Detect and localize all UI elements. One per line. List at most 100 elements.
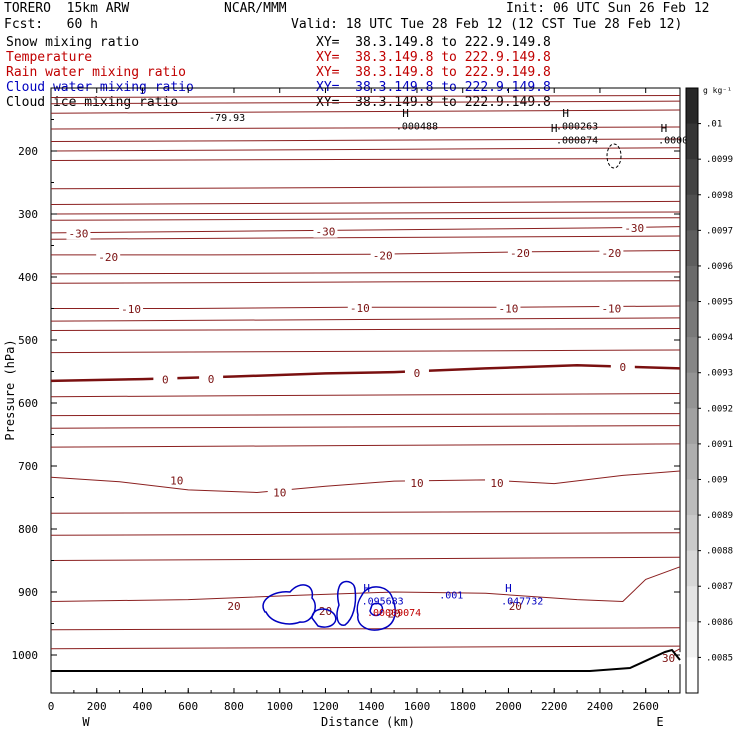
legend-snow-xy: XY= 38.3.149.8 to 222.9.149.8 (316, 35, 551, 50)
isotherm-label-bg (485, 477, 510, 490)
colorbar-frame (685, 87, 699, 694)
legend-rain-label: Rain water mixing ratio (6, 65, 187, 80)
colorbar-label: .0099 (706, 155, 733, 165)
colorbar-label: .01 (706, 120, 722, 130)
colorbar-swatch (686, 550, 698, 587)
isotherm-label: 0 (162, 374, 169, 387)
isotherm-label: 20 (319, 605, 332, 618)
isotherm-label-bg (382, 607, 407, 620)
isotherm-label-bg (313, 604, 338, 617)
background-isotherm (50, 126, 681, 130)
x-tick-label: 1400 (358, 700, 385, 713)
background-isotherm (50, 317, 681, 322)
isotherm-label: -10 (601, 303, 621, 316)
colorbar-swatch (686, 265, 698, 303)
background-isotherm (50, 109, 681, 114)
background-isotherm (50, 217, 681, 221)
extremum-label: H (402, 107, 409, 120)
y-tick-label: 200 (18, 145, 38, 158)
x-axis-label: Distance (km) (321, 715, 415, 729)
extremum-label: .095683 (362, 597, 404, 608)
isotherm-label-bg (610, 361, 635, 374)
isotherm-label-bg (347, 301, 372, 314)
background-isotherm (50, 532, 681, 536)
cloud-water-contour (369, 602, 384, 617)
x-axis-east-label: E (656, 715, 663, 729)
y-axis-label: Pressure (hPa) (3, 339, 17, 440)
colorbar-swatch (686, 88, 698, 125)
isotherm-label-bg (221, 599, 246, 612)
isotherm-label-bg (370, 249, 395, 262)
isotherm-label-bg (119, 303, 144, 316)
isotherm-label: 0 (414, 367, 421, 380)
legend-rain-xy: XY= 38.3.149.8 to 222.9.149.8 (316, 65, 551, 80)
x-tick-label: 1800 (449, 700, 476, 713)
extremum-label: H (562, 107, 569, 120)
background-isotherm (50, 280, 681, 284)
x-tick-label: 0 (48, 700, 55, 713)
isotherm-line-10 (50, 470, 681, 494)
isotherm-label-bg (404, 477, 429, 490)
y-tick-label: 700 (18, 460, 38, 473)
extremum-label: .000874 (556, 135, 598, 146)
y-tick-label: 1000 (12, 649, 39, 662)
x-axis-west-label: W (82, 715, 90, 729)
legend-temperature-xy: XY= 38.3.149.8 to 222.9.149.8 (316, 50, 551, 65)
isotherm-label-bg (599, 247, 624, 260)
y-tick-label: 600 (18, 397, 38, 410)
cloud-water-contours (262, 580, 396, 631)
colorbar-label: .0085 (706, 653, 733, 663)
isotherm-label: -10 (350, 302, 370, 315)
colorbar-swatch (686, 586, 698, 623)
y-tick-label: 500 (18, 334, 38, 347)
isotherm-line-20 (50, 566, 681, 603)
extremum-label: H (363, 582, 370, 595)
forecast-hour: Fcst: 60 h (4, 17, 98, 32)
colorbar-label: .0088 (706, 547, 733, 557)
y-tick-label: 800 (18, 523, 38, 536)
isotherm-label: -30 (316, 226, 336, 239)
extremum-label: .000263 (556, 122, 598, 133)
y-tick-label: 300 (18, 208, 38, 221)
isotherm-label: -30 (69, 228, 89, 241)
background-isotherm (50, 94, 681, 98)
colorbar-label: .0097 (706, 226, 733, 236)
background-isotherm (50, 349, 681, 354)
cloud-water-contour (311, 608, 337, 628)
background-isotherm (50, 271, 681, 275)
colorbar-label: .0095 (706, 298, 733, 308)
isotherm-label-bg (66, 227, 91, 240)
isotherm-label: 10 (490, 477, 503, 490)
cloud-water-contour (356, 586, 396, 631)
isotherm-label: 10 (170, 474, 183, 487)
x-tick-label: 200 (87, 700, 107, 713)
isotherm-label: -20 (373, 250, 393, 263)
isotherm-line--20 (51, 250, 681, 256)
isotherm-label: -10 (499, 303, 519, 316)
y-tick-label: 400 (18, 271, 38, 284)
x-tick-label: 2000 (495, 700, 522, 713)
isotherm-label-bg (164, 474, 189, 487)
isotherm-label-bg (622, 221, 647, 234)
x-tick-label: 400 (133, 700, 153, 713)
colorbar-swatch (686, 443, 698, 480)
background-isotherm (50, 328, 681, 332)
colorbar-label: .0098 (706, 191, 733, 201)
extrema-layer: -79.93 H.000488H.000263H.000874H.0000H.09… (209, 107, 688, 619)
isotherm-label: -20 (98, 251, 118, 264)
colorbar-label: .0091 (706, 440, 733, 450)
background-isotherm (50, 443, 681, 448)
init-time: Init: 06 UTC Sun 26 Feb 12 (506, 1, 710, 16)
isotherm-label-bg (507, 247, 532, 260)
colorbar-swatch (686, 621, 698, 658)
colorbar-label: .0092 (706, 404, 733, 414)
x-tick-label: 2600 (632, 700, 659, 713)
colorbar-swatch (686, 657, 698, 694)
background-isotherm (50, 138, 681, 143)
colorbar: .01 .0099 .0098 .0097 .0096 .0095 .0094 .0093 .0… (685, 87, 733, 694)
isotherm-label: 30 (662, 652, 675, 665)
legend-cloudice-label: Cloud ice mixing ratio (6, 95, 179, 110)
extremum-label: H (661, 122, 668, 135)
isotherm-label: -10 (121, 303, 141, 316)
